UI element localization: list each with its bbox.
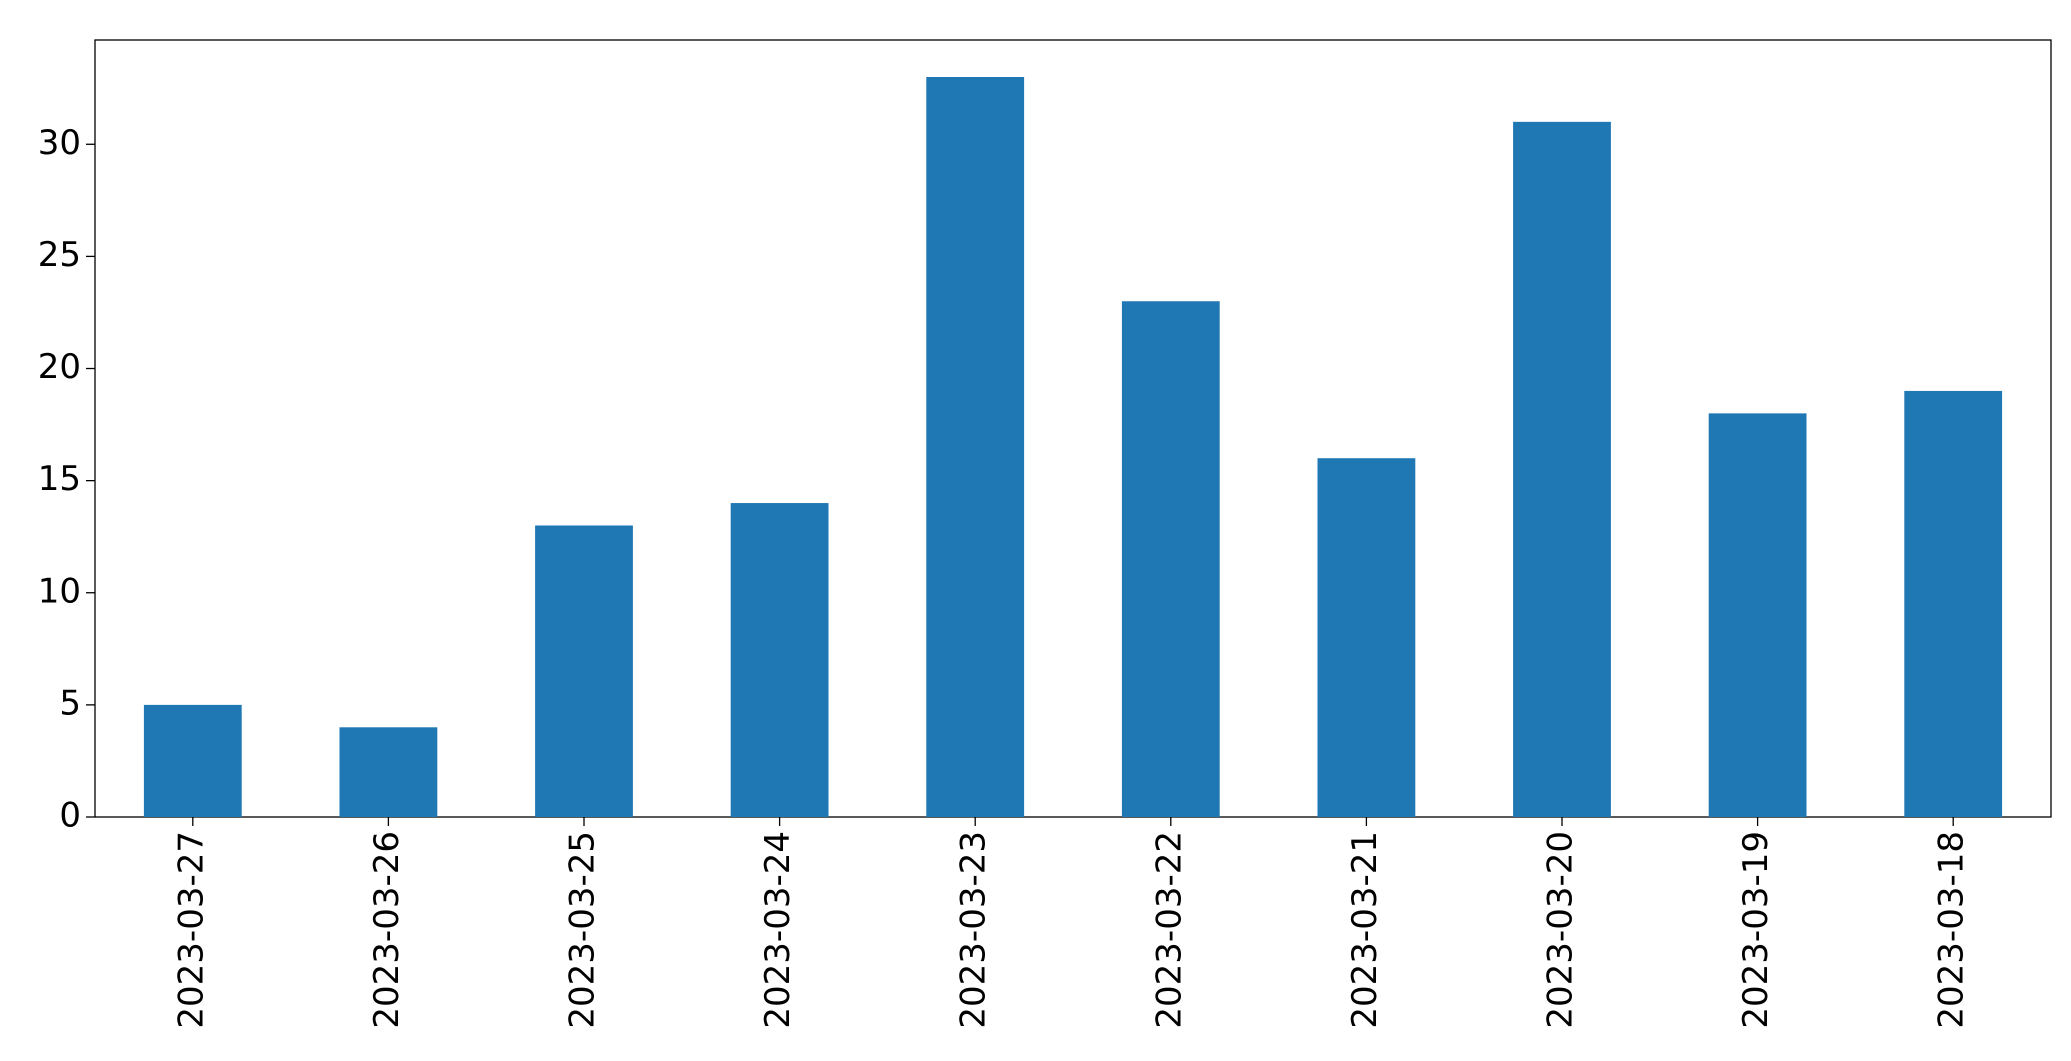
y-tick-label: 0	[59, 796, 81, 836]
bar	[1708, 413, 1807, 817]
bar	[730, 503, 829, 817]
x-tick-label: 2023-03-25	[563, 831, 603, 1029]
y-tick-label: 30	[38, 123, 81, 163]
x-tick-label: 2023-03-23	[954, 831, 994, 1029]
x-tick-label: 2023-03-21	[1345, 831, 1385, 1029]
bar	[535, 525, 633, 817]
y-tick-label: 15	[38, 459, 81, 499]
y-tick-label: 20	[38, 347, 81, 387]
bar	[926, 77, 1025, 817]
y-tick-label: 25	[38, 235, 81, 275]
bar	[1904, 390, 2003, 817]
bar	[1513, 121, 1611, 817]
bar	[339, 727, 438, 817]
plot-frame	[94, 39, 2052, 818]
y-tick-label: 5	[59, 683, 81, 723]
x-tick-label: 2023-03-19	[1736, 831, 1776, 1029]
bar	[143, 704, 242, 817]
x-tick-label: 2023-03-22	[1149, 831, 1189, 1029]
x-tick-label: 2023-03-26	[367, 831, 407, 1029]
bar	[1317, 458, 1416, 817]
bar	[1121, 301, 1220, 817]
y-tick-label: 10	[38, 571, 81, 611]
x-tick-label: 2023-03-27	[171, 831, 211, 1029]
x-tick-label: 2023-03-18	[1932, 831, 1972, 1029]
x-tick-label: 2023-03-24	[758, 831, 798, 1029]
x-tick-label: 2023-03-20	[1541, 831, 1581, 1029]
